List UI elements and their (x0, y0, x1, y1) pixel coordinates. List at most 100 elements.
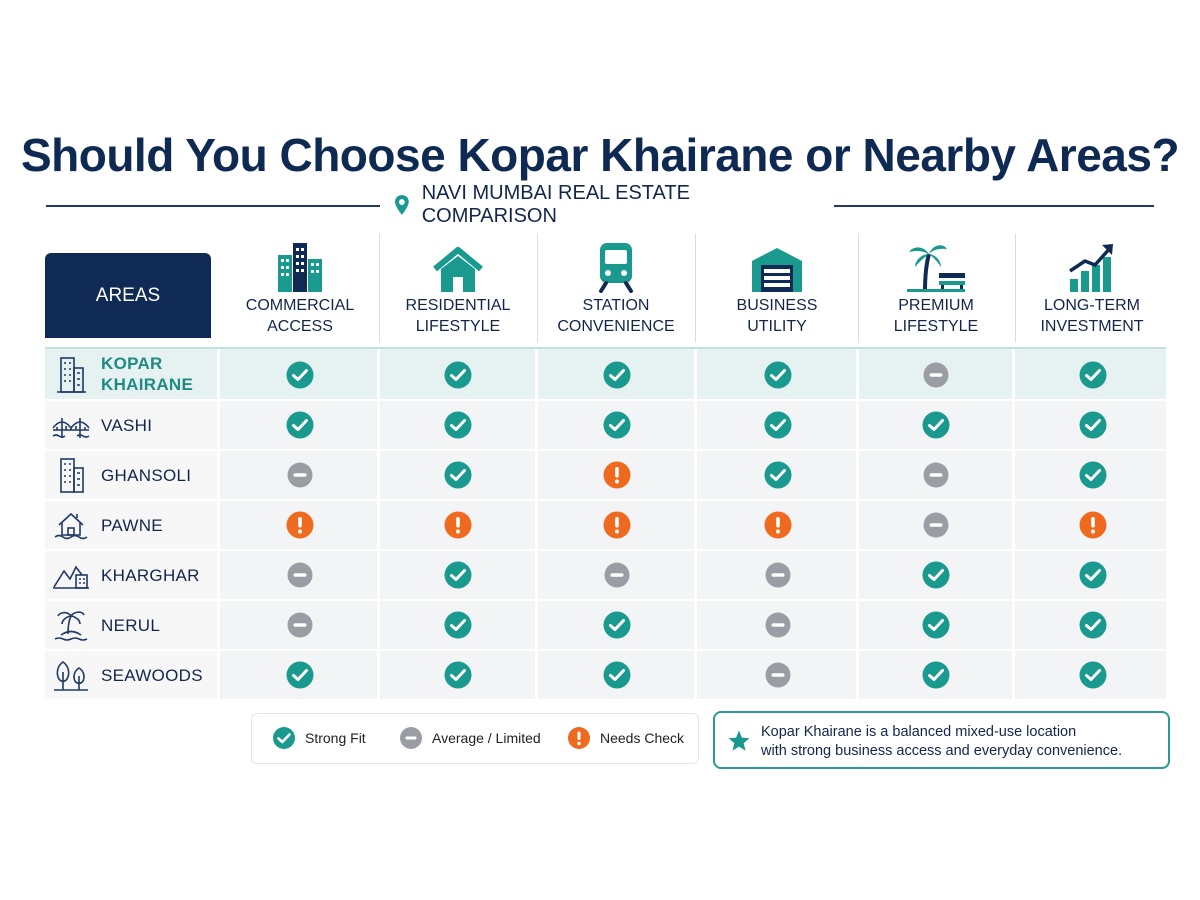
rating-average (922, 511, 950, 539)
rating-strong (1079, 461, 1107, 489)
rating-strong (764, 461, 792, 489)
area-name: KHAIRANE (101, 375, 194, 394)
cell-divider (694, 551, 697, 599)
callout-line: with strong business access and everyday… (761, 743, 1123, 759)
check-circle-icon (1079, 361, 1107, 389)
check-circle-icon (922, 661, 950, 689)
cell-divider (377, 401, 380, 449)
check-circle-icon (286, 661, 314, 689)
column-label: LONG-TERM (1044, 297, 1140, 314)
callout-line: Kopar Khairane is a balanced mixed-use l… (761, 724, 1077, 740)
cell-divider (1012, 551, 1015, 599)
check-circle-icon (286, 361, 314, 389)
rating-strong (764, 411, 792, 439)
table-row-vashi: VASHI (45, 401, 1166, 449)
warehouse-icon (752, 248, 802, 292)
check-circle-icon (922, 561, 950, 589)
area-name: KHARGHAR (101, 565, 200, 585)
area-cell: NERUL (45, 601, 220, 649)
column-label: BUSINESS (736, 297, 818, 314)
cell-divider (694, 501, 697, 549)
area-name: KOPAR (101, 354, 163, 373)
rating-strong (444, 561, 472, 589)
rating-average (922, 361, 950, 389)
column-divider (379, 234, 380, 342)
house-icon (433, 247, 483, 292)
column-header-commercial-access: COMMERCIAL ACCESS (221, 233, 379, 343)
column-divider (695, 234, 696, 342)
exclamation-circle-icon (603, 511, 631, 539)
star-icon (728, 730, 750, 751)
rating-check (603, 511, 631, 539)
cell-divider (1012, 501, 1015, 549)
column-label: CONVENIENCE (557, 318, 675, 335)
cell-divider (694, 651, 697, 699)
cell-divider (1012, 451, 1015, 499)
minus-circle-icon (765, 612, 791, 638)
check-circle-icon (444, 561, 472, 589)
rating-check (603, 461, 631, 489)
rating-strong (444, 661, 472, 689)
cell-divider (694, 601, 697, 649)
subtitle-row: NAVI MUMBAI REAL ESTATE COMPARISON (46, 182, 1154, 227)
area-cell: SEAWOODS (45, 651, 220, 699)
cell-divider (1012, 601, 1015, 649)
column-label: RESIDENTIAL (405, 297, 511, 314)
minus-circle-icon (287, 612, 313, 638)
rating-check (286, 511, 314, 539)
table-row-kharghar: KHARGHAR (45, 551, 1166, 599)
rating-average (922, 461, 950, 489)
building-icon (57, 357, 86, 393)
rating-strong (764, 361, 792, 389)
cell-divider (856, 401, 859, 449)
legend-item-average: Average / Limited (399, 726, 541, 750)
check-circle-icon (1079, 661, 1107, 689)
legend: Strong Fit Average / Limited Needs Check (251, 713, 699, 764)
rating-average (603, 561, 631, 589)
minus-circle-icon (400, 727, 422, 749)
bridge-icon (52, 418, 90, 438)
area-cell: KOPAR KHAIRANE (45, 349, 220, 399)
location-pin-icon (394, 195, 409, 215)
rating-strong (603, 661, 631, 689)
check-circle-icon (1079, 461, 1107, 489)
cell-divider (377, 551, 380, 599)
area-name: VASHI (101, 415, 153, 435)
column-header-station-convenience: STATION CONVENIENCE (537, 233, 695, 343)
cell-divider (535, 401, 538, 449)
minus-circle-icon (287, 462, 313, 488)
building-icon (60, 458, 84, 493)
legend-item-strong: Strong Fit (272, 726, 366, 750)
rating-average (286, 611, 314, 639)
palm-island-icon (54, 611, 88, 641)
cell-divider (535, 551, 538, 599)
area-cell: GHANSOLI (45, 451, 220, 499)
minus-circle-icon (923, 462, 949, 488)
cell-divider (694, 401, 697, 449)
area-name: GHANSOLI (101, 465, 192, 485)
check-circle-icon (1079, 611, 1107, 639)
check-circle-icon (603, 611, 631, 639)
rating-strong (286, 361, 314, 389)
check-circle-icon (444, 361, 472, 389)
area-name: NERUL (101, 615, 161, 635)
minus-circle-icon (923, 362, 949, 388)
rating-average (764, 661, 792, 689)
rating-strong (603, 411, 631, 439)
check-circle-icon (603, 361, 631, 389)
exclamation-circle-icon (1079, 511, 1107, 539)
check-circle-icon (603, 661, 631, 689)
cell-divider (377, 451, 380, 499)
rating-strong (444, 361, 472, 389)
rating-strong (444, 611, 472, 639)
rating-strong (1079, 561, 1107, 589)
cell-divider (377, 651, 380, 699)
check-circle-icon (444, 461, 472, 489)
cell-divider (535, 601, 538, 649)
cell-divider (856, 551, 859, 599)
area-name: SEAWOODS (101, 665, 203, 685)
exclamation-circle-icon (444, 511, 472, 539)
subtitle-text: NAVI MUMBAI REAL ESTATE COMPARISON (421, 182, 690, 227)
check-circle-icon (1079, 411, 1107, 439)
check-circle-icon (764, 411, 792, 439)
